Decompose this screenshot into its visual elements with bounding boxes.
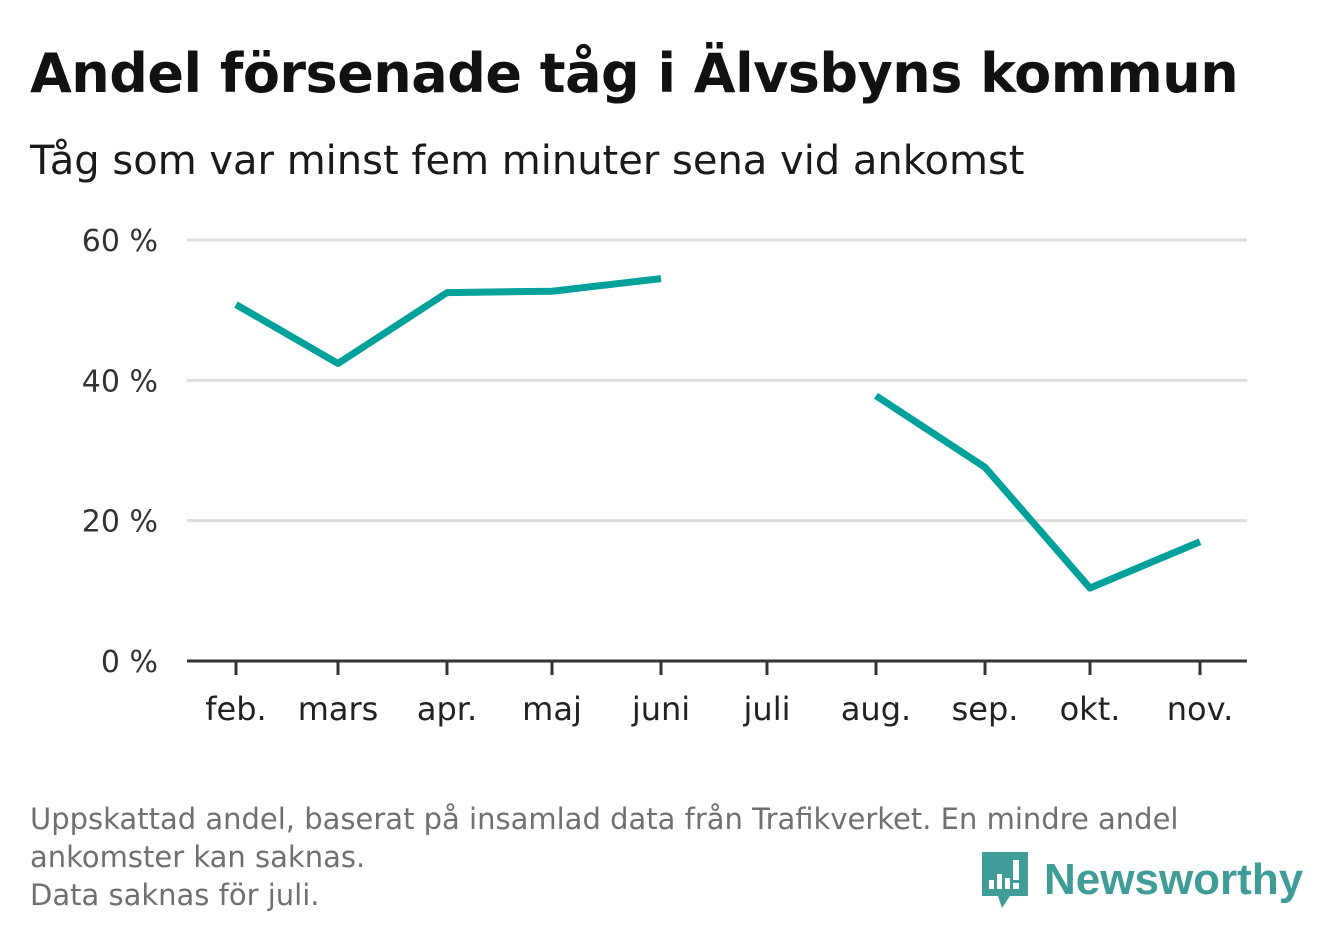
x-tick-label: feb. [205,690,266,728]
y-tick-label: 0 % [101,645,158,680]
x-tick-label: mars [298,690,379,728]
y-tick-label: 40 % [82,364,158,399]
line-chart: 0 % 20 % 40 % 60 % feb. mars apr. maj juni juli au… [82,224,1247,728]
series-line [234,275,662,367]
x-tick-label: apr. [417,690,477,728]
footer-note: Uppskattad andel, baserat på insamlad da… [30,800,1280,914]
x-tick-label: sep. [952,690,1019,728]
footer-note-line: Uppskattad andel, baserat på insamlad da… [30,802,1179,836]
y-tick-label: 60 % [82,224,158,259]
chart-title: Andel försenade tåg i Älvsbyns kommun [30,42,1239,105]
x-tick-label: okt. [1060,690,1121,728]
x-tick-label: maj [522,690,582,728]
x-tick-label: juli [743,690,791,728]
footer-note-line: Data saknas för juli. [30,878,320,912]
brand-name: Newsworthy [1044,855,1304,904]
x-tick-label: nov. [1167,690,1233,728]
footer-note-line: ankomster kan saknas. [30,840,366,874]
chart-subtitle: Tåg som var minst fem minuter sena vid a… [30,138,1025,184]
x-tick-label: aug. [841,690,911,728]
newsworthy-logo-icon [982,852,1028,908]
x-tick-label: juni [631,690,690,728]
brand-logo: Newsworthy [980,850,1303,910]
y-tick-label: 20 % [82,505,158,540]
series-line [874,392,1202,592]
